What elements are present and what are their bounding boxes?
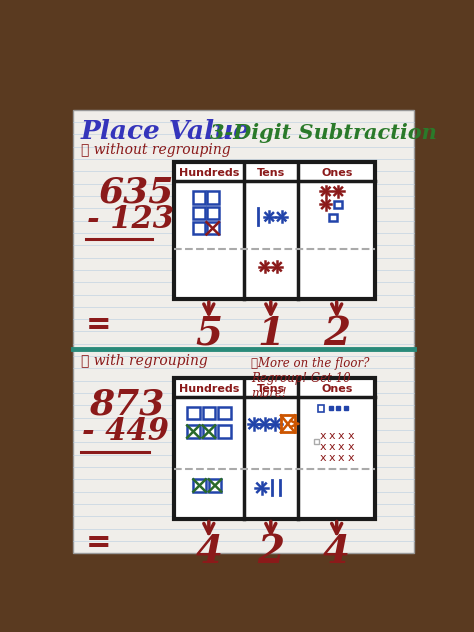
Bar [314,439,319,444]
Text: 5: 5 [195,315,222,353]
Bar [202,407,215,419]
Text: Hundreds: Hundreds [179,384,239,394]
Text: x: x [338,442,345,452]
Bar [318,405,324,411]
Bar [193,479,206,492]
Text: - 123: - 123 [87,204,174,235]
Bar [187,407,200,419]
Text: 4: 4 [195,533,222,571]
Text: x: x [338,431,345,441]
Bar [329,214,337,221]
Bar [174,162,375,299]
Text: 3-Digit Subtraction: 3-Digit Subtraction [210,123,437,143]
Text: Hundreds: Hundreds [179,168,239,178]
Bar [218,407,230,419]
Text: 873: 873 [89,387,164,422]
Bar [192,222,205,234]
Bar [187,425,200,438]
Bar [334,200,342,209]
Text: x: x [329,442,336,452]
Text: x: x [319,431,326,441]
Text: x: x [347,453,354,463]
Text: ★ without regrouping: ★ without regrouping [81,143,230,157]
Bar [209,479,221,492]
Text: ★ with regrouping: ★ with regrouping [81,353,208,368]
Text: Tens: Tens [257,168,285,178]
Text: x: x [338,453,345,463]
Text: x: x [329,431,336,441]
Text: x: x [347,442,354,452]
Text: x: x [347,431,354,441]
Bar [202,425,215,438]
Text: - 449: - 449 [82,416,170,447]
Text: x: x [329,453,336,463]
Bar [174,379,375,519]
Text: Ones: Ones [321,384,352,394]
Text: ★More on the floor?
Regroup! Get 10
more!: ★More on the floor? Regroup! Get 10 more… [251,357,370,400]
Text: 4: 4 [323,533,350,571]
Text: Tens: Tens [257,384,285,394]
Text: x: x [319,453,326,463]
Text: 635: 635 [98,176,173,210]
Bar [218,425,230,438]
Bar [207,207,219,219]
Bar [192,191,205,204]
Text: x: x [319,442,326,452]
Text: 2: 2 [323,315,350,353]
Text: =: = [86,528,111,559]
Text: 2: 2 [257,533,284,571]
Bar [192,207,205,219]
Bar [207,222,219,234]
Text: 1: 1 [257,315,284,353]
Bar [281,415,295,432]
Text: Ones: Ones [321,168,352,178]
Text: =: = [86,310,111,341]
Text: Place Value: Place Value [81,119,251,144]
Bar [207,191,219,204]
